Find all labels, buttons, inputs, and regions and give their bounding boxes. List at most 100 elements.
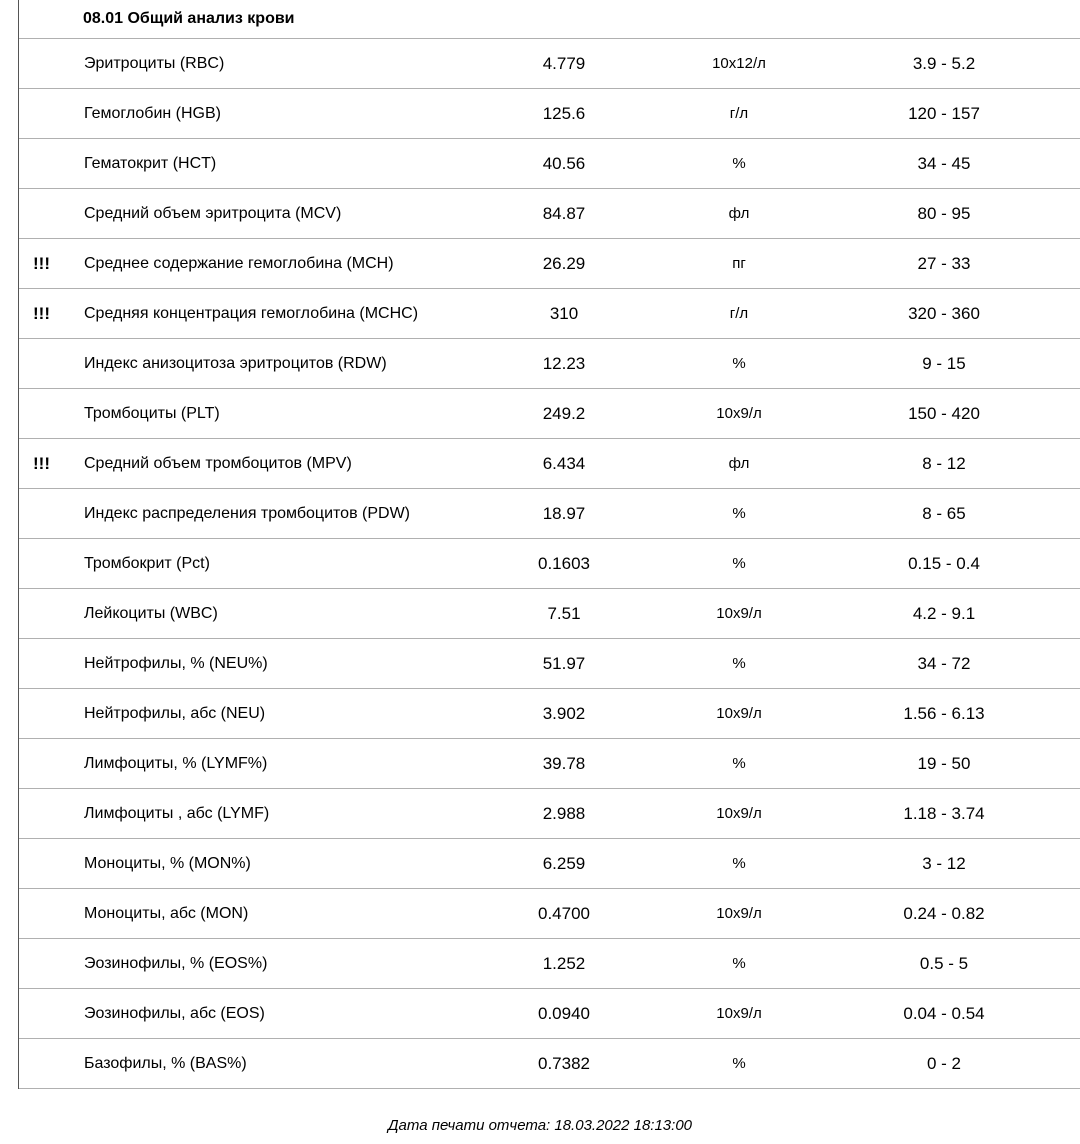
table-row: Тромбоциты (PLT)249.210х9/л150 - 420: [19, 389, 1080, 439]
reference-range: 1.18 - 3.74: [829, 804, 1059, 824]
result-unit: %: [649, 155, 829, 172]
result-value: 7.51: [479, 604, 649, 624]
reference-range: 27 - 33: [829, 254, 1059, 274]
result-unit: г/л: [649, 105, 829, 122]
parameter-name: Средний объем эритроцита (MCV): [64, 205, 479, 223]
table-row: Нейтрофилы, % (NEU%)51.97%34 - 72: [19, 639, 1080, 689]
result-unit: 10х9/л: [649, 905, 829, 922]
result-value: 18.97: [479, 504, 649, 524]
result-value: 6.259: [479, 854, 649, 874]
parameter-name: Индекс анизоцитоза эритроцитов (RDW): [64, 355, 479, 373]
result-unit: %: [649, 505, 829, 522]
result-unit: %: [649, 555, 829, 572]
result-unit: %: [649, 355, 829, 372]
reference-range: 8 - 65: [829, 504, 1059, 524]
parameter-name: Эозинофилы, % (EOS%): [64, 955, 479, 973]
reference-range: 34 - 72: [829, 654, 1059, 674]
result-value: 0.1603: [479, 554, 649, 574]
print-date-footer: Дата печати отчета: 18.03.2022 18:13:00: [0, 1089, 1080, 1144]
table-row: Лимфоциты, % (LYMF%)39.78%19 - 50: [19, 739, 1080, 789]
reference-range: 8 - 12: [829, 454, 1059, 474]
reference-range: 1.56 - 6.13: [829, 704, 1059, 724]
parameter-name: Нейтрофилы, абс (NEU): [64, 705, 479, 723]
result-unit: %: [649, 655, 829, 672]
result-unit: фл: [649, 205, 829, 222]
reference-range: 0.24 - 0.82: [829, 904, 1059, 924]
parameter-name: Нейтрофилы, % (NEU%): [64, 655, 479, 673]
result-unit: 10х9/л: [649, 805, 829, 822]
reference-range: 120 - 157: [829, 104, 1059, 124]
table-row: Индекс распределения тромбоцитов (PDW)18…: [19, 489, 1080, 539]
reference-range: 0.04 - 0.54: [829, 1004, 1059, 1024]
table-row: Эритроциты (RBC)4.77910х12/л3.9 - 5.2: [19, 39, 1080, 89]
table-row: !!!Средний объем тромбоцитов (MPV)6.434ф…: [19, 439, 1080, 489]
result-unit: 10х12/л: [649, 55, 829, 72]
result-value: 0.4700: [479, 904, 649, 924]
parameter-name: Средняя концентрация гемоглобина (MCHC): [64, 305, 479, 323]
lab-report: 08.01 Общий анализ крови Эритроциты (RBC…: [18, 0, 1080, 1089]
result-value: 4.779: [479, 54, 649, 74]
abnormal-flag: !!!: [19, 254, 64, 274]
reference-range: 19 - 50: [829, 754, 1059, 774]
result-value: 249.2: [479, 404, 649, 424]
result-unit: %: [649, 755, 829, 772]
result-unit: 10х9/л: [649, 705, 829, 722]
reference-range: 9 - 15: [829, 354, 1059, 374]
table-row: Моноциты, % (MON%)6.259%3 - 12: [19, 839, 1080, 889]
abnormal-flag: !!!: [19, 454, 64, 474]
reference-range: 150 - 420: [829, 404, 1059, 424]
results-table-body: Эритроциты (RBC)4.77910х12/л3.9 - 5.2Гем…: [19, 39, 1080, 1089]
reference-range: 0 - 2: [829, 1054, 1059, 1074]
result-value: 12.23: [479, 354, 649, 374]
section-heading: 08.01 Общий анализ крови: [19, 0, 1080, 39]
result-value: 0.7382: [479, 1054, 649, 1074]
table-row: Лейкоциты (WBC)7.5110х9/л4.2 - 9.1: [19, 589, 1080, 639]
abnormal-flag: !!!: [19, 304, 64, 324]
result-unit: 10х9/л: [649, 1005, 829, 1022]
result-value: 84.87: [479, 204, 649, 224]
result-unit: 10х9/л: [649, 405, 829, 422]
parameter-name: Гематокрит (HCT): [64, 155, 479, 173]
table-row: Базофилы, % (BAS%)0.7382%0 - 2: [19, 1039, 1080, 1089]
parameter-name: Лейкоциты (WBC): [64, 605, 479, 623]
result-unit: %: [649, 855, 829, 872]
table-row: Индекс анизоцитоза эритроцитов (RDW)12.2…: [19, 339, 1080, 389]
result-value: 6.434: [479, 454, 649, 474]
result-value: 40.56: [479, 154, 649, 174]
result-value: 51.97: [479, 654, 649, 674]
reference-range: 4.2 - 9.1: [829, 604, 1059, 624]
result-value: 1.252: [479, 954, 649, 974]
reference-range: 0.5 - 5: [829, 954, 1059, 974]
parameter-name: Эозинофилы, абс (EOS): [64, 1005, 479, 1023]
parameter-name: Эритроциты (RBC): [64, 55, 479, 73]
parameter-name: Моноциты, % (MON%): [64, 855, 479, 873]
parameter-name: Индекс распределения тромбоцитов (PDW): [64, 505, 479, 523]
result-value: 310: [479, 304, 649, 324]
reference-range: 80 - 95: [829, 204, 1059, 224]
result-value: 39.78: [479, 754, 649, 774]
reference-range: 34 - 45: [829, 154, 1059, 174]
result-value: 0.0940: [479, 1004, 649, 1024]
table-row: Тромбокрит (Pct)0.1603%0.15 - 0.4: [19, 539, 1080, 589]
result-unit: г/л: [649, 305, 829, 322]
table-row: Гематокрит (HCT)40.56%34 - 45: [19, 139, 1080, 189]
table-row: Средний объем эритроцита (MCV)84.87фл80 …: [19, 189, 1080, 239]
table-row: Нейтрофилы, абс (NEU)3.90210х9/л1.56 - 6…: [19, 689, 1080, 739]
table-row: !!!Среднее содержание гемоглобина (MCH)2…: [19, 239, 1080, 289]
table-row: !!!Средняя концентрация гемоглобина (MCH…: [19, 289, 1080, 339]
result-unit: 10х9/л: [649, 605, 829, 622]
result-unit: %: [649, 1055, 829, 1072]
parameter-name: Лимфоциты , абс (LYMF): [64, 805, 479, 823]
parameter-name: Гемоглобин (HGB): [64, 105, 479, 123]
parameter-name: Базофилы, % (BAS%): [64, 1055, 479, 1073]
parameter-name: Тромбокрит (Pct): [64, 555, 479, 573]
result-value: 3.902: [479, 704, 649, 724]
result-unit: %: [649, 955, 829, 972]
reference-range: 0.15 - 0.4: [829, 554, 1059, 574]
table-row: Эозинофилы, абс (EOS)0.094010х9/л0.04 - …: [19, 989, 1080, 1039]
result-value: 125.6: [479, 104, 649, 124]
result-unit: пг: [649, 255, 829, 272]
reference-range: 320 - 360: [829, 304, 1059, 324]
table-row: Гемоглобин (HGB)125.6г/л120 - 157: [19, 89, 1080, 139]
result-value: 26.29: [479, 254, 649, 274]
